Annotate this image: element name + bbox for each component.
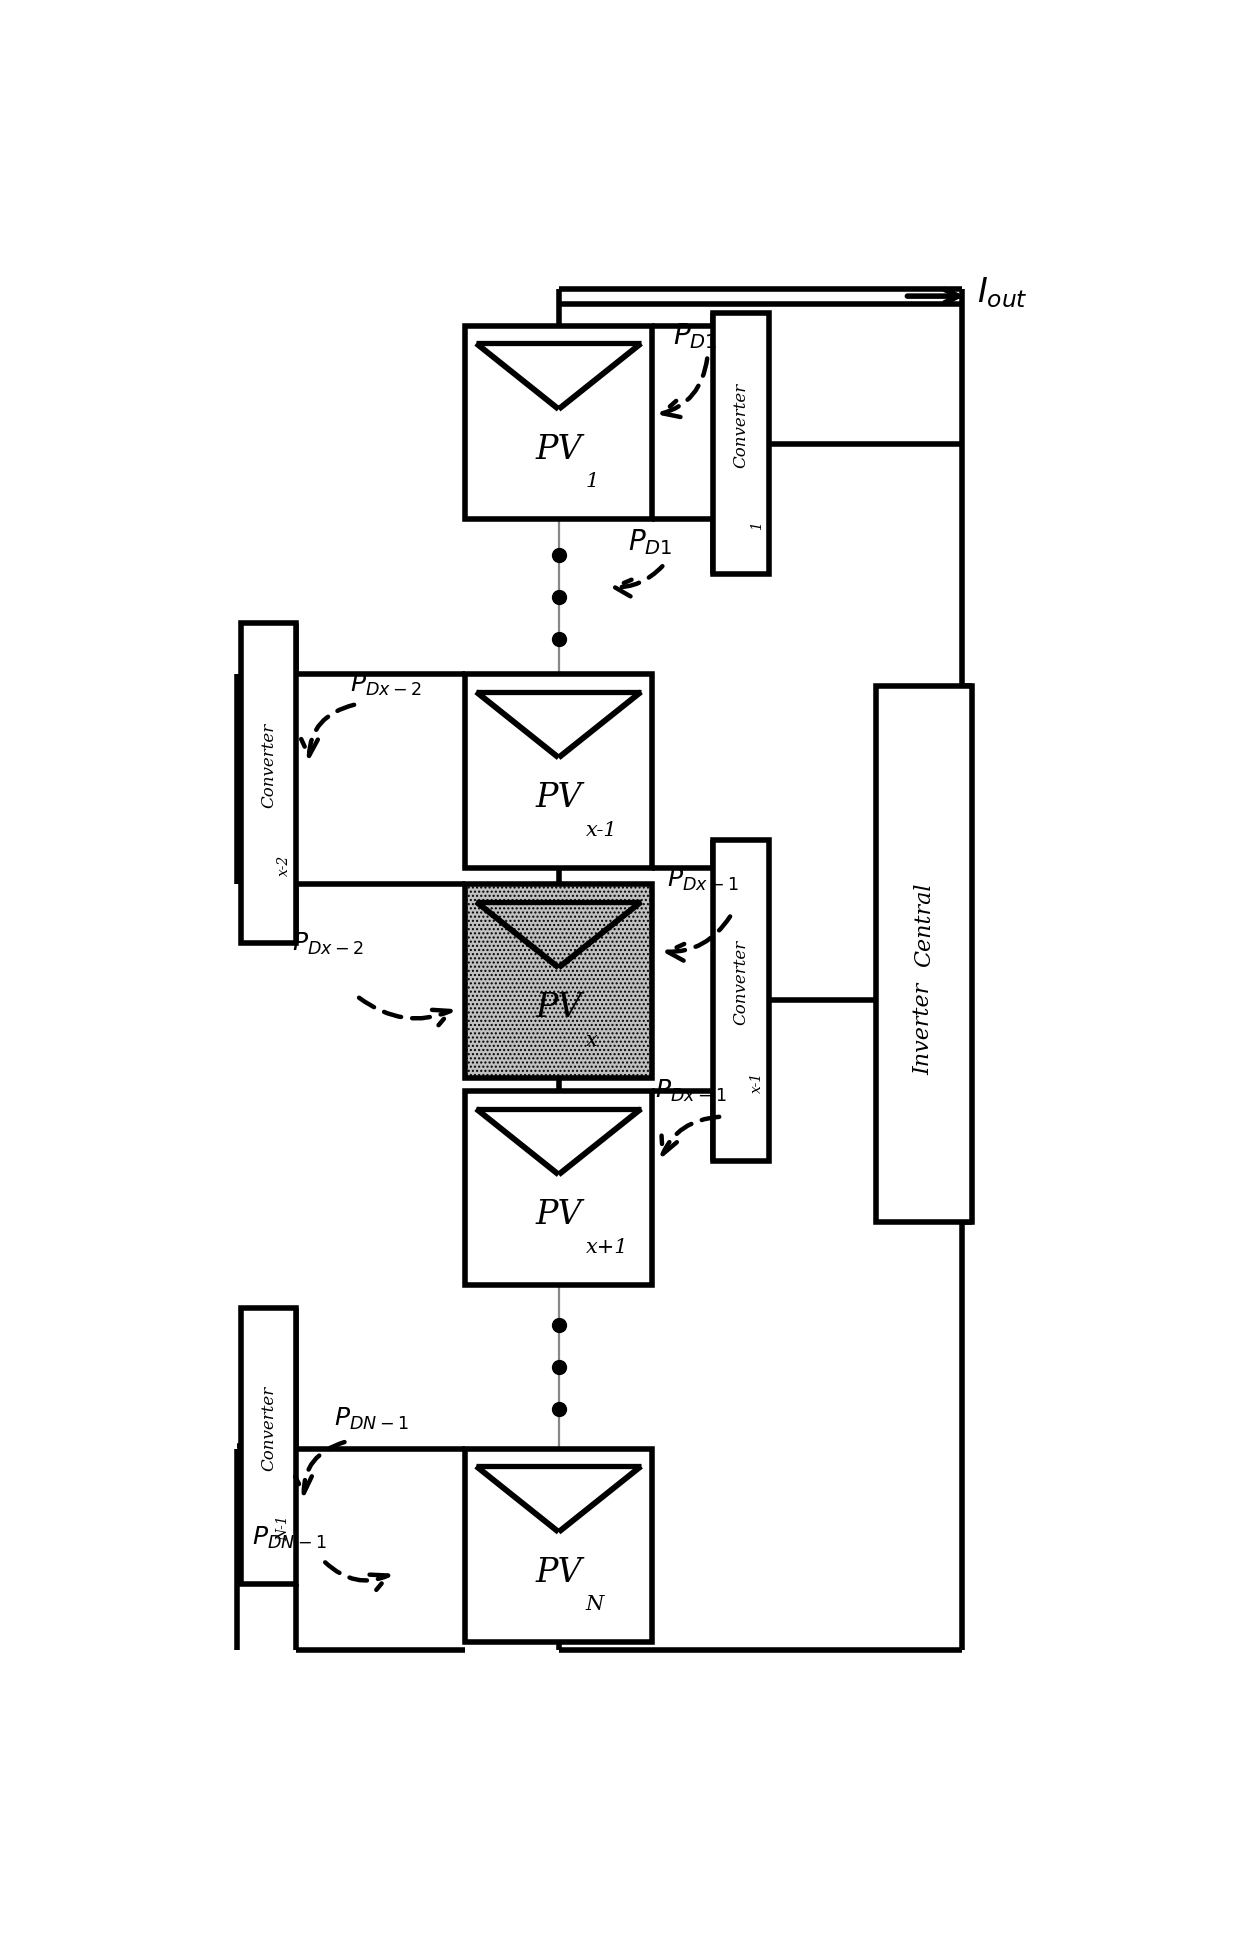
Bar xyxy=(465,1449,652,1642)
Text: $P_{Dx-2}$: $P_{Dx-2}$ xyxy=(293,930,363,957)
Bar xyxy=(465,675,652,868)
Text: PV: PV xyxy=(536,992,582,1025)
Text: $P_{DN-1}$: $P_{DN-1}$ xyxy=(334,1406,408,1431)
Text: 1: 1 xyxy=(750,520,764,530)
Text: Converter: Converter xyxy=(260,1385,277,1470)
Text: x-2: x-2 xyxy=(277,855,290,876)
Bar xyxy=(241,1307,296,1584)
Bar xyxy=(875,687,972,1222)
Bar xyxy=(465,327,652,520)
Text: PV: PV xyxy=(536,433,582,466)
Text: $I_{out}$: $I_{out}$ xyxy=(977,277,1028,311)
Text: 1: 1 xyxy=(585,472,599,491)
Text: PV: PV xyxy=(536,781,582,814)
Text: $P_{Dx-2}$: $P_{Dx-2}$ xyxy=(350,671,422,698)
Text: $P_{D1}$: $P_{D1}$ xyxy=(673,321,717,352)
Text: N-1: N-1 xyxy=(277,1514,290,1541)
Text: Central: Central xyxy=(913,882,935,967)
Bar xyxy=(241,623,296,944)
Bar xyxy=(465,1091,652,1284)
Text: x-1: x-1 xyxy=(750,1071,764,1093)
Text: PV: PV xyxy=(536,1557,582,1588)
Text: $P_{DN-1}$: $P_{DN-1}$ xyxy=(252,1526,327,1551)
Text: Converter: Converter xyxy=(733,383,750,468)
Text: x-1: x-1 xyxy=(585,820,618,839)
Text: PV: PV xyxy=(536,1199,582,1232)
Bar xyxy=(713,841,769,1160)
Bar xyxy=(713,313,769,574)
Text: $P_{Dx-1}$: $P_{Dx-1}$ xyxy=(655,1079,727,1104)
Text: x: x xyxy=(585,1031,598,1050)
Text: x+1: x+1 xyxy=(585,1238,627,1257)
Text: $P_{Dx-1}$: $P_{Dx-1}$ xyxy=(667,866,739,894)
Text: $P_{D1}$: $P_{D1}$ xyxy=(627,526,672,557)
Text: Converter: Converter xyxy=(260,723,277,808)
Text: Converter: Converter xyxy=(733,940,750,1025)
Text: Inverter: Inverter xyxy=(913,982,935,1075)
Text: N: N xyxy=(585,1596,604,1615)
Bar xyxy=(465,884,652,1077)
